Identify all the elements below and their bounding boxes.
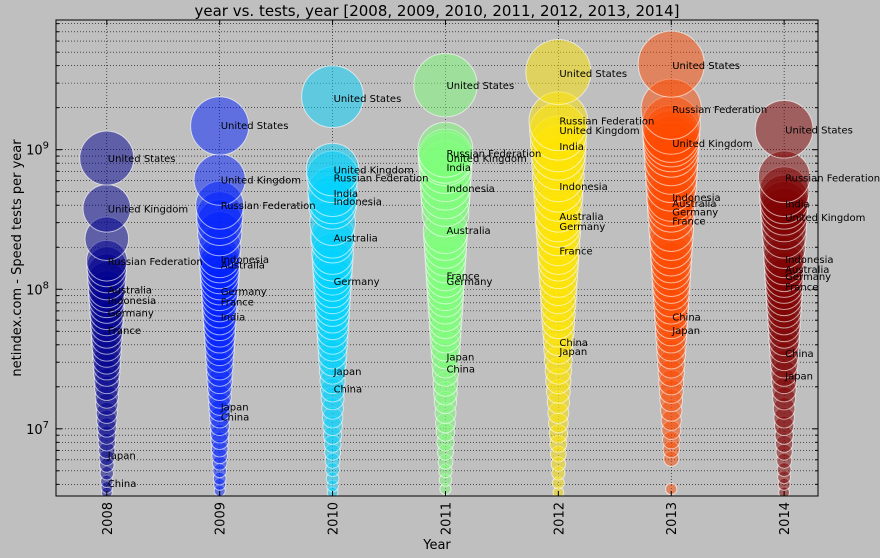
country-label: Germany bbox=[221, 287, 267, 298]
chart-title: year vs. tests, year [2008, 2009, 2010, … bbox=[195, 2, 680, 20]
bubble-layer bbox=[79, 30, 814, 496]
country-label: Australia bbox=[559, 212, 603, 223]
country-label: Japan bbox=[784, 372, 813, 383]
data-bubble bbox=[417, 121, 474, 178]
country-label: Australia bbox=[672, 199, 716, 210]
country-label: Japan bbox=[107, 451, 136, 462]
country-label: France bbox=[559, 246, 592, 257]
country-label: United States bbox=[785, 125, 853, 136]
country-label: India bbox=[559, 142, 584, 153]
country-label: Russian Federation bbox=[559, 116, 654, 127]
country-label: Germany bbox=[672, 208, 718, 219]
country-label: United Kingdom bbox=[672, 139, 752, 150]
country-label: France bbox=[108, 326, 141, 337]
country-label: Australia bbox=[785, 265, 829, 276]
data-bubble bbox=[413, 53, 478, 118]
country-label: Japan bbox=[558, 347, 587, 358]
y-tick-label: 108 bbox=[26, 280, 49, 298]
country-label: Russian Federation bbox=[785, 174, 880, 185]
country-label: France bbox=[446, 272, 479, 283]
data-bubble bbox=[190, 96, 250, 156]
country-label: United Kingdom bbox=[785, 213, 865, 224]
x-tick-label: 2012 bbox=[552, 502, 567, 535]
x-tick-label: 2011 bbox=[439, 502, 454, 535]
country-label: Germany bbox=[446, 277, 492, 288]
country-label: Indonesia bbox=[221, 255, 269, 266]
country-label: United States bbox=[672, 61, 740, 72]
country-label: Indonesia bbox=[559, 182, 607, 193]
country-label: Australia bbox=[221, 261, 265, 272]
country-label: China bbox=[446, 365, 475, 376]
country-label: Australia bbox=[446, 226, 490, 237]
country-label: Indonesia bbox=[672, 193, 720, 204]
data-bubble bbox=[754, 99, 814, 159]
plot-frame bbox=[55, 19, 819, 497]
country-label: Indonesia bbox=[334, 197, 382, 208]
country-label: Germany bbox=[108, 309, 154, 320]
axis-ticks: 2008 2009 2010 2011 2012 2013 2014 107 108 109 bbox=[26, 20, 818, 535]
country-label: India bbox=[446, 163, 471, 174]
country-label: United Kingdom bbox=[559, 126, 639, 137]
country-label: United Kingdom bbox=[446, 154, 526, 165]
data-bubble bbox=[637, 30, 705, 98]
country-label: Russian Federation bbox=[108, 257, 203, 268]
country-label: France bbox=[785, 282, 818, 293]
country-label: United Kingdom bbox=[334, 166, 414, 177]
country-label: Indonesia bbox=[446, 184, 494, 195]
y-tick-label: 109 bbox=[26, 141, 49, 159]
data-bubble bbox=[301, 65, 364, 129]
country-label: China bbox=[785, 349, 814, 360]
x-tick-label: 2009 bbox=[214, 502, 229, 535]
x-tick-label: 2013 bbox=[665, 502, 680, 535]
country-label: China bbox=[559, 338, 588, 349]
y-tick-label: 107 bbox=[26, 420, 49, 438]
country-label: Germany bbox=[785, 272, 831, 283]
country-label: Indonesia bbox=[108, 296, 156, 307]
country-label: United States bbox=[108, 154, 176, 165]
country-label: Russian Federation bbox=[334, 174, 429, 185]
country-label: China bbox=[334, 384, 363, 395]
country-label: Japan bbox=[445, 352, 474, 363]
country-label: Germany bbox=[559, 222, 605, 233]
data-bubble bbox=[525, 39, 592, 106]
data-bubble bbox=[79, 130, 135, 186]
x-axis-label: Year bbox=[422, 538, 451, 553]
country-label: United States bbox=[559, 69, 627, 80]
country-label: Indonesia bbox=[785, 255, 833, 266]
country-label: China bbox=[672, 312, 701, 323]
country-label: India bbox=[221, 312, 246, 323]
country-label: United Kingdom bbox=[108, 204, 188, 215]
country-label: Russian Federation bbox=[446, 149, 541, 160]
country-label: Russian Federation bbox=[672, 105, 767, 116]
country-label: India bbox=[785, 200, 810, 211]
country-label: Australia bbox=[108, 285, 152, 296]
x-tick-label: 2010 bbox=[327, 502, 342, 535]
country-label: United Kingdom bbox=[221, 176, 301, 187]
country-label: Japan bbox=[333, 367, 362, 378]
country-label: Japan bbox=[220, 402, 249, 413]
x-tick-label: 2008 bbox=[101, 502, 116, 535]
country-label: United States bbox=[334, 94, 402, 105]
y-axis-label: netindex.com - Speed tests per year bbox=[10, 139, 25, 377]
country-label: China bbox=[221, 412, 250, 423]
country-label: United States bbox=[446, 81, 514, 92]
data-bubble bbox=[305, 142, 360, 197]
country-label: Australia bbox=[334, 233, 378, 244]
x-tick-label: 2014 bbox=[778, 502, 793, 535]
country-label: India bbox=[334, 189, 359, 200]
country-label: Germany bbox=[334, 277, 380, 288]
country-label: Japan bbox=[671, 326, 700, 337]
country-label: France bbox=[221, 297, 254, 308]
country-label: United States bbox=[221, 121, 289, 132]
country-label: China bbox=[108, 479, 137, 490]
country-label: France bbox=[672, 217, 705, 228]
country-label: Russian Federation bbox=[221, 201, 316, 212]
